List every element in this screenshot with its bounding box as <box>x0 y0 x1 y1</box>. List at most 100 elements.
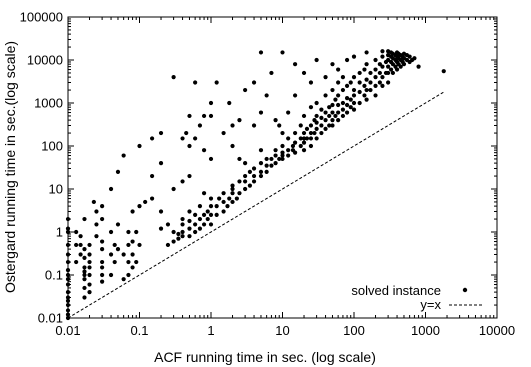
data-point <box>308 136 314 141</box>
data-point <box>126 229 131 235</box>
data-point <box>137 143 142 149</box>
data-point <box>258 169 264 174</box>
data-point <box>364 87 369 93</box>
data-point <box>165 222 171 227</box>
data-point <box>100 279 105 284</box>
data-point <box>251 173 257 179</box>
data-point <box>187 226 192 231</box>
data-point <box>336 67 341 72</box>
data-point <box>171 229 176 235</box>
data-point <box>344 102 350 108</box>
data-point <box>180 222 185 227</box>
data-point <box>308 80 314 85</box>
data-point <box>149 196 155 201</box>
y-tick-label: 100000 <box>20 10 63 25</box>
data-point <box>165 242 171 248</box>
data-point <box>87 259 92 265</box>
data-point <box>290 143 296 149</box>
legend-label-solved-instance: solved instance <box>351 283 441 298</box>
data-point <box>301 140 307 145</box>
data-point <box>82 216 87 222</box>
data-point <box>108 272 114 278</box>
data-point <box>286 136 291 141</box>
data-point <box>82 285 87 291</box>
data-point <box>273 148 278 153</box>
data-point <box>115 247 121 252</box>
plot-area <box>67 16 498 319</box>
data-point <box>126 242 131 248</box>
data-point <box>225 204 230 209</box>
data-points <box>65 49 446 321</box>
data-point <box>336 102 341 108</box>
data-point <box>74 259 79 265</box>
y-tick-label: 1000 <box>34 96 63 111</box>
data-point <box>243 161 248 166</box>
data-point <box>65 290 71 295</box>
data-point <box>308 143 314 149</box>
data-point <box>158 161 164 166</box>
data-point <box>368 70 373 76</box>
data-point <box>314 136 319 141</box>
data-point <box>258 148 264 153</box>
data-point <box>280 156 285 162</box>
legend: solved instance y=x <box>351 283 484 312</box>
data-point <box>351 93 357 98</box>
data-point <box>286 148 291 153</box>
data-point <box>319 107 324 112</box>
data-point <box>401 62 407 67</box>
data-point <box>340 100 346 106</box>
y-axis-ticks: 0.01 0.1 1 10 100 1000 10000 100000 <box>20 10 497 326</box>
data-point <box>441 69 446 74</box>
data-point <box>368 80 373 85</box>
data-point <box>362 93 367 98</box>
data-point <box>292 130 298 136</box>
data-point <box>121 153 126 158</box>
data-point <box>214 204 219 209</box>
legend-label-y-equals-x: y=x <box>420 297 441 312</box>
data-point <box>208 222 214 227</box>
data-point <box>323 75 328 80</box>
x-axis-ticks: 0.01 0.1 1 10 100 1000 10000 <box>55 17 515 338</box>
data-point <box>201 212 207 217</box>
data-point <box>208 156 214 162</box>
data-point <box>380 64 385 69</box>
data-point <box>314 126 319 131</box>
data-point <box>264 156 269 162</box>
data-point <box>87 252 92 257</box>
data-point <box>230 143 235 149</box>
data-point <box>230 123 235 128</box>
data-point <box>221 130 226 136</box>
data-point <box>380 83 385 88</box>
data-point <box>308 123 314 128</box>
data-point <box>386 57 391 63</box>
data-point <box>187 234 192 239</box>
data-point <box>65 259 71 265</box>
data-point <box>108 229 114 235</box>
data-point <box>412 56 417 61</box>
data-point <box>301 130 307 136</box>
data-point <box>273 118 278 123</box>
data-point <box>377 62 382 67</box>
data-point <box>292 93 298 98</box>
data-point <box>108 186 114 192</box>
data-point <box>193 222 198 227</box>
data-point <box>319 115 324 121</box>
data-point <box>180 136 185 141</box>
data-point <box>351 87 357 93</box>
data-point <box>158 130 164 136</box>
data-point <box>180 234 185 239</box>
data-point <box>280 130 285 136</box>
data-point <box>197 216 203 222</box>
data-point <box>301 70 307 76</box>
data-point <box>82 295 87 300</box>
data-point <box>344 83 350 88</box>
data-point <box>362 83 367 88</box>
plot-border <box>67 16 498 319</box>
data-point <box>357 100 362 106</box>
data-point <box>323 110 328 115</box>
data-point <box>237 179 242 184</box>
data-point <box>407 54 412 59</box>
data-point <box>243 179 248 184</box>
x-axis-label: ACF running time in sec. (log scale) <box>154 349 376 365</box>
data-point <box>258 173 264 179</box>
